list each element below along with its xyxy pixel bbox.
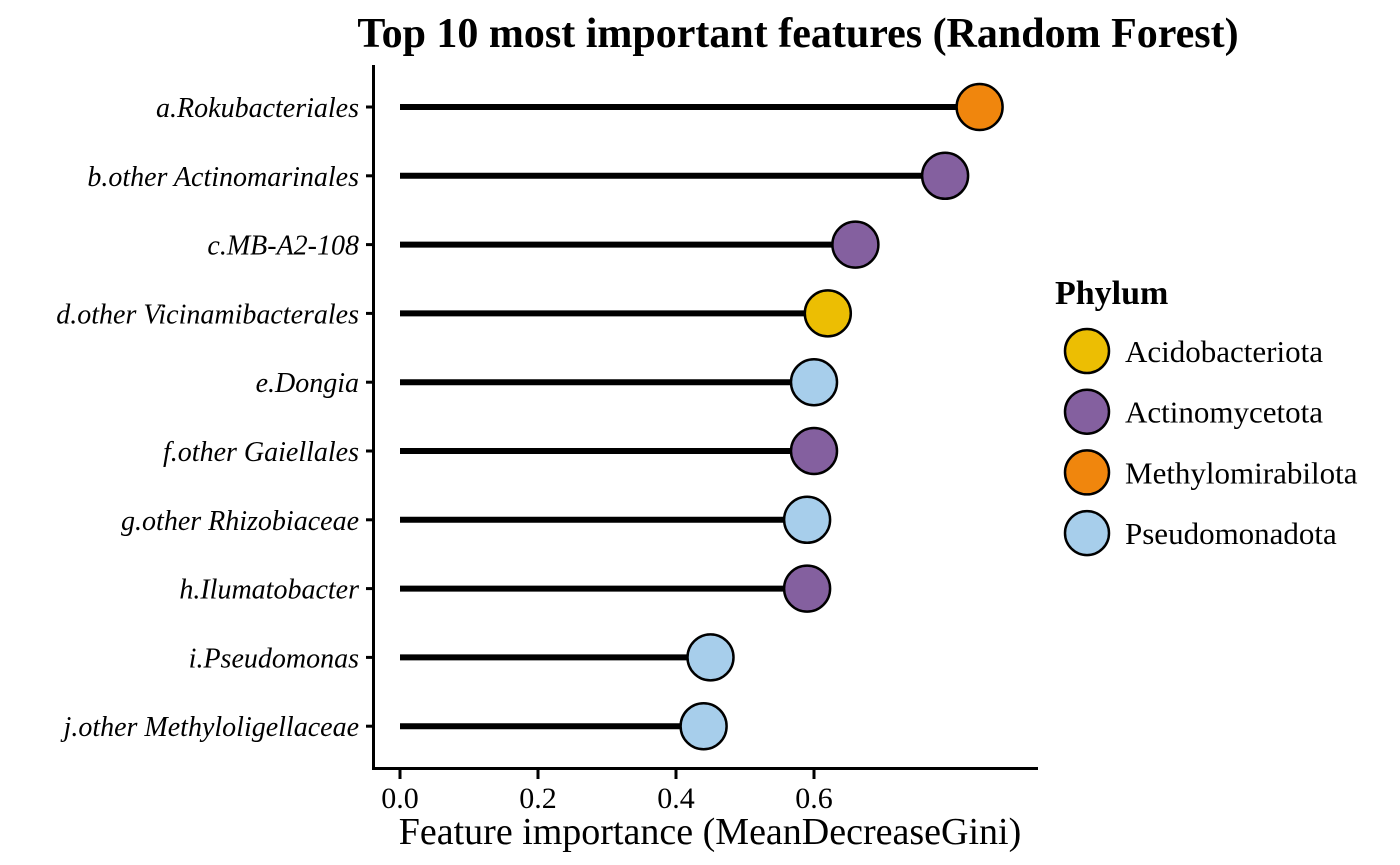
legend-label: Actinomycetota [1125, 395, 1323, 430]
y-category-label: e.Dongia [256, 368, 359, 399]
x-tick-label: 0.2 [519, 782, 557, 815]
lollipop-point [789, 426, 839, 476]
y-category-label: f.other Gaiellales [163, 437, 359, 468]
legend-label: Methylomirabilota [1125, 455, 1358, 490]
lollipop-point [803, 289, 853, 338]
lollipop-point [782, 495, 832, 545]
legend-label: Acidobacteriota [1125, 334, 1323, 369]
y-category-label: j.other Methyloligellaceae [61, 712, 359, 743]
legend-label: Pseudomonadota [1125, 516, 1337, 551]
x-tick-label: 0.0 [381, 782, 419, 815]
lollipop-point [789, 357, 839, 407]
y-category-label: a.Rokubacteriales [156, 93, 359, 124]
chart-title: Top 10 most important features (Random F… [357, 11, 1238, 57]
lollipop-point [920, 151, 970, 201]
x-axis-title: Feature importance (MeanDecreaseGini) [399, 811, 1021, 853]
legend-items: Acidobacteriota Actinomycetota Methylomira… [1063, 327, 1358, 557]
y-axis: a.Rokubacteriales b.other Actinomarinales… [56, 93, 374, 743]
lollipop-point [955, 82, 1004, 132]
y-category-label: h.Ilumatobacter [179, 575, 359, 606]
legend-title: Phylum [1055, 275, 1168, 312]
x-tick-label: 0.4 [657, 782, 695, 815]
lollipop-point [831, 220, 880, 269]
y-category-label: c.MB-A2-108 [207, 231, 359, 262]
y-category-label: g.other Rhizobiaceae [121, 506, 359, 537]
legend: Phylum Acidobacteriota Actinomycetota Meth… [1055, 275, 1358, 557]
y-category-label: b.other Actinomarinales [87, 162, 359, 193]
x-tick-label: 0.6 [795, 782, 833, 815]
legend-swatch-acidobacteriota [1063, 327, 1111, 375]
y-category-label: d.other Vicinamibacterales [56, 299, 359, 330]
legend-swatch-methylomirabilota [1063, 449, 1111, 496]
lollipop-series [400, 82, 1004, 751]
x-axis: 0.0 0.2 0.4 0.6 [381, 768, 833, 815]
legend-swatch-actinomycetota [1063, 388, 1111, 435]
legend-swatch-pseudomonadota [1063, 509, 1111, 557]
lollipop-point [686, 633, 735, 682]
y-category-label: i.Pseudomonas [189, 643, 359, 674]
lollipop-point [679, 701, 728, 751]
lollipop-point [782, 564, 832, 613]
